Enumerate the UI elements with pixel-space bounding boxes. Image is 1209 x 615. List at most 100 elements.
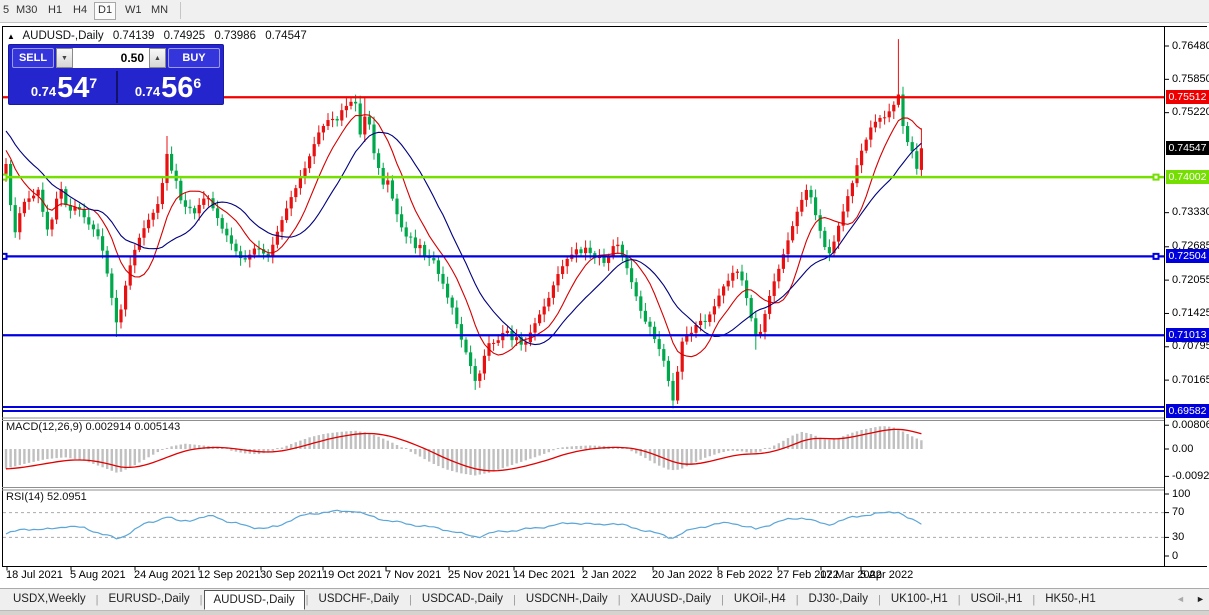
date-axis-label: 18 Jul 2021 xyxy=(6,569,63,581)
tab-separator: | xyxy=(409,593,412,606)
buy-price-main: 56 xyxy=(161,72,194,104)
tab-separator: | xyxy=(199,593,203,606)
sell-price-sup: 7 xyxy=(89,75,98,91)
chart-tab-hk50-h1[interactable]: HK50-,H1 xyxy=(1045,593,1096,605)
rsi-axis-tick: 70 xyxy=(1172,506,1185,519)
toolbar-separator xyxy=(180,2,181,19)
chart-tab-usdcnh-daily[interactable]: USDCNH-,Daily xyxy=(525,593,608,605)
axis-ticks xyxy=(6,45,1169,571)
price-badge: 0.71013 xyxy=(1166,328,1209,343)
price-axis-tick: 0.76480 xyxy=(1172,39,1209,52)
ma-slow-line xyxy=(5,130,922,346)
timeframe-button-M30[interactable]: M30 xyxy=(16,4,38,16)
date-axis-label: 5 Apr 2022 xyxy=(860,569,914,581)
timeframe-button-H4[interactable]: H4 xyxy=(73,4,88,16)
buy-price-sup: 6 xyxy=(193,75,202,91)
macd-axis-tick: 0.00 xyxy=(1172,442,1194,455)
ma-fast-line xyxy=(5,114,922,358)
macd-axis-tick: -0.009286 xyxy=(1172,469,1209,482)
tab-separator: | xyxy=(617,593,621,606)
date-axis-label: 2 Jan 2022 xyxy=(582,569,637,581)
ohlc-close: 0.74547 xyxy=(265,30,307,42)
chart-frame xyxy=(2,26,1207,567)
date-axis-label: 17 Mar 2022 xyxy=(820,569,882,581)
volume-input[interactable] xyxy=(73,48,149,68)
price-axis-tick: 0.71425 xyxy=(1172,306,1209,319)
date-axis-label: 5 Aug 2021 xyxy=(70,569,126,581)
hline-objects[interactable] xyxy=(1,96,1165,412)
date-axis-label: 12 Sep 2021 xyxy=(198,569,261,581)
chart-tab-usoil-h1[interactable]: USOil-,H1 xyxy=(970,593,1023,605)
ohlc-open: 0.74139 xyxy=(112,30,155,42)
date-axis-label: 24 Aug 2021 xyxy=(134,569,196,581)
timeframe-button-MN[interactable]: MN xyxy=(151,4,169,16)
tab-separator: | xyxy=(721,593,724,606)
volume-dropdown-button[interactable]: ▼ xyxy=(56,48,73,68)
chart-tab-audusd-daily[interactable]: AUDUSD-,Daily xyxy=(203,589,305,610)
ohlc-low: 0.73986 xyxy=(214,30,256,42)
rsi-axis-tick: 0 xyxy=(1172,549,1179,562)
rsi-axis-tick: 100 xyxy=(1172,487,1191,500)
chart-tab-usdchf-daily[interactable]: USDCHF-,Daily xyxy=(318,593,400,605)
date-axis-label: 27 Feb 2022 xyxy=(777,569,839,581)
rsi-axis-tick: 30 xyxy=(1172,530,1185,543)
date-axis-label: 19 Oct 2021 xyxy=(322,569,382,581)
price-axis-tick: 0.72685 xyxy=(1172,240,1209,253)
sell-price[interactable]: 0.74 54 7 xyxy=(12,71,116,103)
chart-tab-ukoil-h4[interactable]: UKOil-,H4 xyxy=(733,593,786,605)
buy-price-prefix: 0.74 xyxy=(134,84,161,99)
ohlc-high: 0.74925 xyxy=(163,30,206,42)
chart-header: ▲ AUDUSD-,Daily 0.74139 0.74925 0.73986 … xyxy=(7,30,307,42)
rsi-indicator-label: RSI(14) 52.0951 xyxy=(6,491,87,503)
chart-tab-dj30-daily[interactable]: DJ30-,Daily xyxy=(808,593,868,605)
date-axis-label: 7 Nov 2021 xyxy=(385,569,442,581)
macd-histogram xyxy=(4,426,923,476)
price-axis-tick: 0.75220 xyxy=(1172,106,1209,119)
trade-panel-divider xyxy=(116,71,118,103)
rsi-pane[interactable] xyxy=(3,509,1164,540)
volume-increase-button[interactable]: ▲ xyxy=(149,48,166,68)
timeframe-button-D1[interactable]: D1 xyxy=(94,2,117,20)
tab-scroll-left-icon[interactable]: ◄ xyxy=(1176,594,1185,604)
sell-button[interactable]: SELL xyxy=(12,48,54,68)
chart-tab-uk100-h1[interactable]: UK100-,H1 xyxy=(890,593,948,605)
chart-tab-usdx-weekly[interactable]: USDX,Weekly xyxy=(13,593,86,605)
timeframe-button-5[interactable]: 5 xyxy=(3,4,10,16)
macd-pane[interactable] xyxy=(4,426,923,476)
price-axis-tick: 0.70165 xyxy=(1172,373,1209,386)
chart-tab-xauusd-daily[interactable]: XAUUSD-,Daily xyxy=(630,593,712,605)
macd-axis-tick: 0.008061 xyxy=(1172,418,1209,431)
date-axis-label: 14 Dec 2021 xyxy=(513,569,576,581)
macd-indicator-label: MACD(12,26,9) 0.002914 0.005143 xyxy=(6,421,181,433)
price-axis-tick: 0.70795 xyxy=(1172,340,1209,353)
chart-symbol-label: AUDUSD-,Daily xyxy=(22,30,104,42)
price-badge: 0.75512 xyxy=(1166,90,1209,105)
timeframe-toolbar: 5 M30 H1 H4 D1 W1 MN xyxy=(0,0,1209,23)
price-badge: 0.74547 xyxy=(1166,141,1209,156)
collapse-panel-icon[interactable]: ▲ xyxy=(7,32,15,41)
date-axis-label: 25 Nov 2021 xyxy=(448,569,511,581)
tab-scroll-right-icon[interactable]: ► xyxy=(1196,594,1205,604)
date-axis-label: 8 Feb 2022 xyxy=(717,569,773,581)
chart-tab-eurusd-daily[interactable]: EURUSD-,Daily xyxy=(108,593,190,605)
price-axis-tick: 0.73330 xyxy=(1172,206,1209,219)
tab-separator: | xyxy=(305,593,309,606)
timeframe-button-W1[interactable]: W1 xyxy=(125,4,142,16)
tab-separator: | xyxy=(795,593,799,606)
chart-tab-bar: USDX,Weekly | EURUSD-,Daily | AUDUSD-,Daily |… xyxy=(0,588,1209,610)
timeframe-button-H1[interactable]: H1 xyxy=(48,4,63,16)
chart-tab-usdcad-daily[interactable]: USDCAD-,Daily xyxy=(421,593,504,605)
tab-separator: | xyxy=(513,593,516,606)
macd-signal-line xyxy=(5,428,922,472)
date-axis-label: 30 Sep 2021 xyxy=(260,569,323,581)
price-axis-tick: 0.72055 xyxy=(1172,273,1209,286)
price-badge: 0.69582 xyxy=(1166,403,1209,418)
buy-button[interactable]: BUY xyxy=(168,48,220,68)
one-click-trade-panel: SELL ▼ ▲ BUY 0.74 54 7 0.74 56 6 xyxy=(8,44,224,105)
sell-price-main: 54 xyxy=(57,72,90,104)
candles-layer xyxy=(4,39,923,409)
price-badge: 0.72504 xyxy=(1166,249,1209,264)
rsi-line xyxy=(5,509,922,540)
tab-separator: | xyxy=(957,593,961,606)
buy-price[interactable]: 0.74 56 6 xyxy=(116,71,220,103)
